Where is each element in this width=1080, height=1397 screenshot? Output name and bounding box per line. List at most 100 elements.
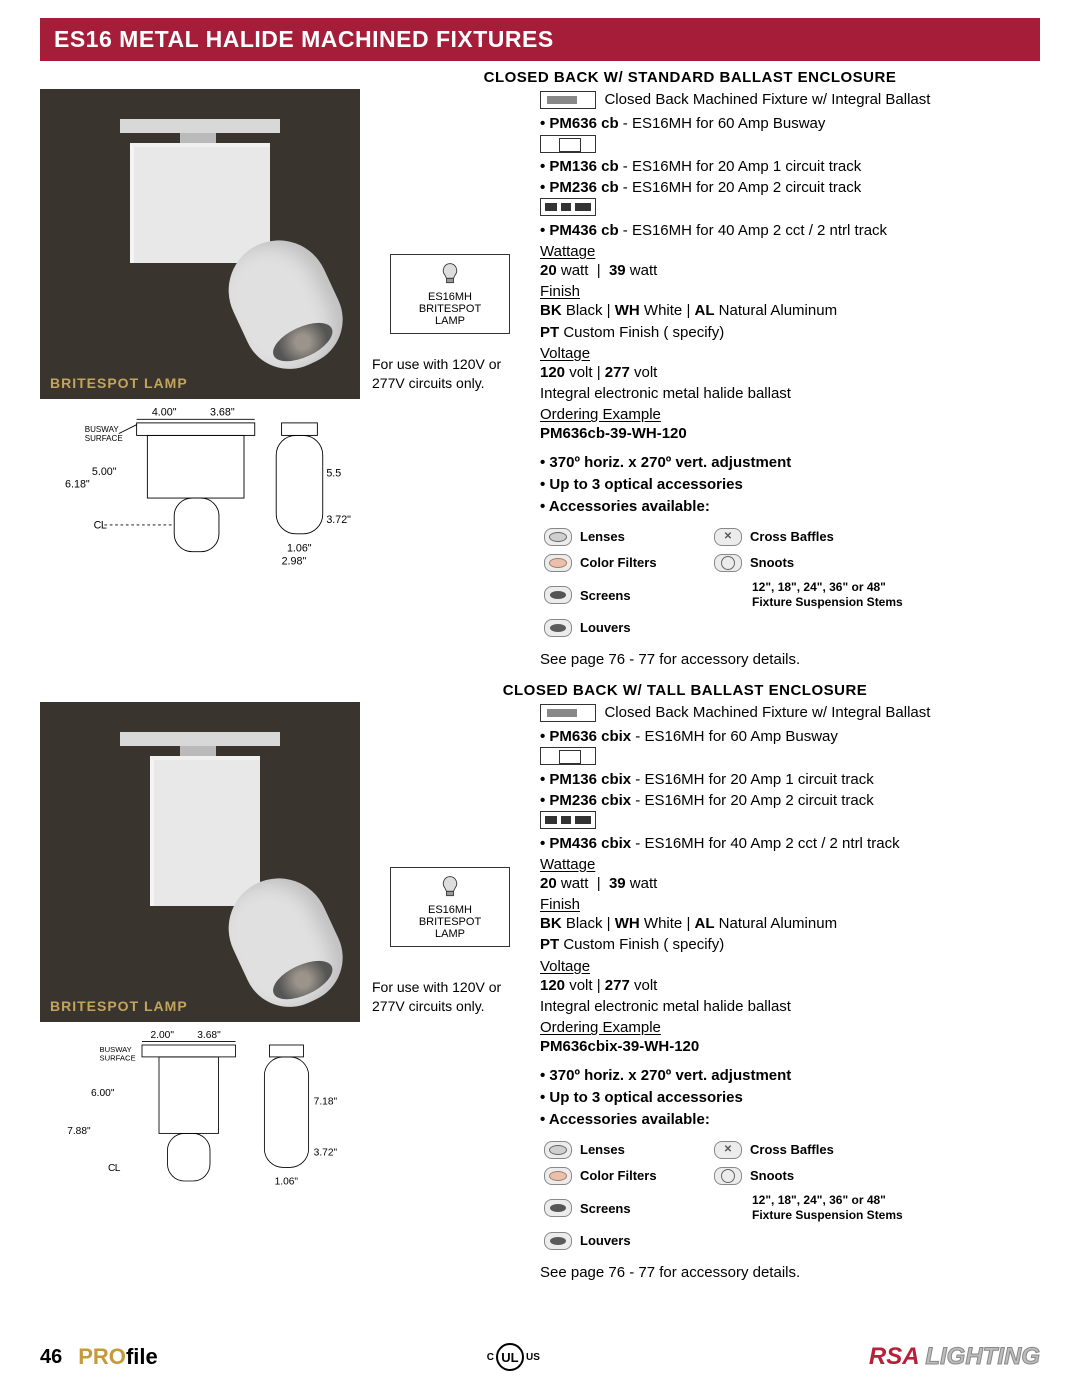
screen-icon bbox=[544, 586, 572, 604]
louver-icon bbox=[544, 1232, 572, 1250]
svg-text:6.00": 6.00" bbox=[91, 1088, 115, 1099]
svg-text:7.18": 7.18" bbox=[314, 1096, 338, 1107]
page: ES16 METAL HALIDE MACHINED FIXTURES CLOS… bbox=[0, 0, 1080, 1397]
footer: 46 PROfile C UL US RSA LIGHTING bbox=[40, 1343, 1040, 1371]
callout-l2: BRITESPOT bbox=[397, 303, 503, 315]
voltage-header: Voltage bbox=[540, 345, 1040, 362]
accessories-grid-2: Lenses Cross Baffles Color Filters Snoot… bbox=[544, 1141, 1040, 1250]
svg-text:1.06": 1.06" bbox=[287, 543, 312, 555]
finish2-2: PT Custom Finish ( specify) bbox=[540, 934, 1040, 955]
model2-3: PM436 cbix - ES16MH for 40 Amp 2 cct / 2… bbox=[540, 833, 1040, 854]
svg-text:5.00": 5.00" bbox=[92, 466, 117, 478]
section-header-1: CLOSED BACK W/ STANDARD BALLAST ENCLOSUR… bbox=[340, 69, 1040, 86]
filter-icon bbox=[544, 1167, 572, 1185]
feat2-1: 370º horiz. x 270º vert. adjustment bbox=[540, 1065, 1040, 1087]
specs-1: Closed Back Machined Fixture w/ Integral… bbox=[520, 89, 1040, 668]
model2-2: PM236 cbix - ES16MH for 20 Amp 2 circuit… bbox=[540, 790, 1040, 811]
wattage-header: Wattage bbox=[540, 243, 1040, 260]
config-icon-busway bbox=[540, 91, 596, 109]
feat-3: Accessories available: bbox=[540, 496, 1040, 518]
feat-1: 370º horiz. x 270º vert. adjustment bbox=[540, 452, 1040, 474]
acc-louvers: Louvers bbox=[544, 619, 704, 637]
order-header: Ordering Example bbox=[540, 406, 1040, 423]
model-0: PM636 cb - ES16MH for 60 Amp Busway bbox=[540, 113, 1040, 134]
config-icon-track bbox=[540, 135, 596, 153]
svg-text:SURFACE: SURFACE bbox=[100, 1053, 136, 1062]
lens-icon bbox=[544, 528, 572, 546]
dimension-drawing-1: 4.00" 3.68" BUSWAY SURFACE 5.00" 6.18" C… bbox=[40, 405, 380, 595]
profile-logo: PROfile bbox=[78, 1344, 157, 1370]
wattage-2: 20 watt | 39 watt bbox=[540, 873, 1040, 894]
voltage-note: For use with 120V or 277V circuits only. bbox=[372, 355, 522, 393]
order-header-2: Ordering Example bbox=[540, 1019, 1040, 1036]
svg-text:SURFACE: SURFACE bbox=[85, 434, 124, 443]
section-2: BRITESPOT LAMP ES16MHBRITESPOTLAMP For u… bbox=[40, 702, 1040, 1281]
svg-text:7.88": 7.88" bbox=[67, 1126, 91, 1137]
model2-0: PM636 cbix - ES16MH for 60 Amp Busway bbox=[540, 726, 1040, 747]
left-col-1: BRITESPOT LAMP ES16MH BRITESPOT LAMP For… bbox=[40, 89, 520, 668]
feat-2: Up to 3 optical accessories bbox=[540, 474, 1040, 496]
britespot-label: BRITESPOT LAMP bbox=[50, 375, 188, 391]
config-icon-2cct bbox=[540, 198, 596, 216]
order-example-2: PM636cbix-39-WH-120 bbox=[540, 1038, 1040, 1055]
svg-text:L: L bbox=[115, 1163, 121, 1174]
lamp-callout-2: ES16MHBRITESPOTLAMP bbox=[390, 867, 510, 947]
left-col-2: BRITESPOT LAMP ES16MHBRITESPOTLAMP For u… bbox=[40, 702, 520, 1281]
model2-1: PM136 cbix - ES16MH for 20 Amp 1 circuit… bbox=[540, 769, 1040, 790]
config-icon-track bbox=[540, 747, 596, 765]
wattage: 20 watt | 39 watt bbox=[540, 260, 1040, 281]
filter-icon bbox=[544, 554, 572, 572]
order-example: PM636cb-39-WH-120 bbox=[540, 425, 1040, 442]
screen-icon bbox=[544, 1199, 572, 1217]
svg-text:2.98": 2.98" bbox=[282, 555, 307, 567]
finish2-1: BK Black | WH White | AL Natural Aluminu… bbox=[540, 913, 1040, 934]
acc-cross: Cross Baffles bbox=[714, 528, 914, 546]
feat2-2: Up to 3 optical accessories bbox=[540, 1087, 1040, 1109]
voltage-note-2: For use with 120V or 277V circuits only. bbox=[372, 978, 522, 1016]
svg-text:3.72": 3.72" bbox=[326, 514, 351, 526]
lamp-callout: ES16MH BRITESPOT LAMP bbox=[390, 254, 510, 334]
acc-screens: Screens bbox=[544, 580, 704, 611]
svg-text:BUSWAY: BUSWAY bbox=[85, 425, 120, 434]
model-1: PM136 cb - ES16MH for 20 Amp 1 circuit t… bbox=[540, 156, 1040, 177]
svg-text:3.68": 3.68" bbox=[197, 1030, 221, 1041]
stems: 12", 18", 24", 36" or 48"Fixture Suspens… bbox=[752, 580, 914, 611]
snoot-icon bbox=[714, 554, 742, 572]
finish-1: BK Black | WH White | AL Natural Aluminu… bbox=[540, 300, 1040, 321]
product-photo-1: BRITESPOT LAMP ES16MH BRITESPOT LAMP For… bbox=[40, 89, 360, 399]
fixture-render bbox=[40, 89, 360, 399]
svg-text:1.06": 1.06" bbox=[275, 1176, 299, 1187]
config-icon-busway bbox=[540, 704, 596, 722]
model-3: PM436 cb - ES16MH for 40 Amp 2 cct / 2 n… bbox=[540, 220, 1040, 241]
see-page: See page 76 - 77 for accessory details. bbox=[540, 651, 1040, 668]
section-1: BRITESPOT LAMP ES16MH BRITESPOT LAMP For… bbox=[40, 89, 1040, 668]
svg-text:3.72": 3.72" bbox=[314, 1147, 338, 1158]
finish-header: Finish bbox=[540, 283, 1040, 300]
dimension-drawing-2: 2.00" 3.68" BUSWAY SURFACE 6.00" 7.88" C… bbox=[40, 1028, 380, 1228]
svg-text:4.00": 4.00" bbox=[152, 407, 177, 419]
section-header-2: CLOSED BACK W/ TALL BALLAST ENCLOSURE bbox=[330, 682, 1040, 699]
page-number: 46 bbox=[40, 1346, 62, 1369]
svg-text:2.00": 2.00" bbox=[151, 1030, 175, 1041]
acc-filters: Color Filters bbox=[544, 554, 704, 572]
callout-l1: ES16MH bbox=[397, 291, 503, 303]
model-2: PM236 cb - ES16MH for 20 Amp 2 circuit t… bbox=[540, 177, 1040, 198]
finish-header-2: Finish bbox=[540, 896, 1040, 913]
ballast: Integral electronic metal halide ballast bbox=[540, 383, 1040, 404]
voltage-header-2: Voltage bbox=[540, 958, 1040, 975]
fixture-desc: Closed Back Machined Fixture w/ Integral… bbox=[604, 91, 930, 108]
ul-logo: C UL US bbox=[487, 1343, 540, 1371]
svg-text:6.18": 6.18" bbox=[65, 478, 90, 490]
product-photo-2: BRITESPOT LAMP ES16MHBRITESPOTLAMP For u… bbox=[40, 702, 360, 1022]
bulb-icon bbox=[437, 874, 463, 900]
svg-text:3.68": 3.68" bbox=[210, 407, 235, 419]
bulb-icon bbox=[437, 261, 463, 287]
acc-lenses: Lenses bbox=[544, 528, 704, 546]
voltage-2: 120 volt | 277 volt bbox=[540, 975, 1040, 996]
voltage: 120 volt | 277 volt bbox=[540, 362, 1040, 383]
callout-l3: LAMP bbox=[397, 315, 503, 327]
wattage-header-2: Wattage bbox=[540, 856, 1040, 873]
page-title: ES16 METAL HALIDE MACHINED FIXTURES bbox=[40, 18, 1040, 61]
acc-snoots: Snoots bbox=[714, 554, 914, 572]
feat2-3: Accessories available: bbox=[540, 1109, 1040, 1131]
